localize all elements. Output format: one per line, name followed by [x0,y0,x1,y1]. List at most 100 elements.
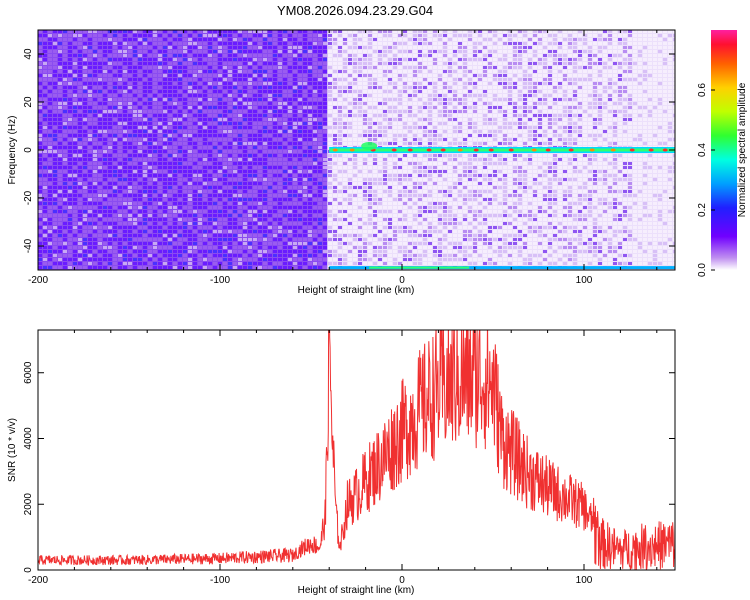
heatmap-cell [418,86,422,89]
heatmap-cell [168,122,172,125]
heatmap-cell [103,114,107,117]
heatmap-cell [283,142,287,145]
heatmap-cell [373,210,377,213]
heatmap-cell [378,102,382,105]
heatmap-cell [373,102,377,105]
heatmap-cell [323,126,327,129]
heatmap-cell [158,186,162,189]
heatmap-cell [388,154,392,157]
heatmap-cell [243,154,247,157]
heatmap-cell [418,78,422,81]
heatmap-cell [208,262,212,265]
heatmap-cell [138,154,142,157]
heatmap-cell [48,210,52,213]
heatmap-cell [428,238,432,241]
heatmap-cell [273,142,277,145]
heatmap-cell [228,154,232,157]
heatmap-cell [303,150,307,153]
heatmap-cell [143,214,147,217]
heatmap-cell [63,150,67,153]
heatmap-cell [328,70,332,73]
heatmap-cell [218,38,222,41]
heatmap-cell [338,170,342,173]
heatmap-cell [88,166,92,169]
heatmap-cell [298,66,302,69]
heatmap-cell [63,210,67,213]
heatmap-cell [53,150,57,153]
heatmap-cell [393,106,397,109]
heatmap-cell [98,74,102,77]
heatmap-cell [208,202,212,205]
heatmap-cell [293,82,297,85]
heatmap-cell [243,70,247,73]
heatmap-cell [73,54,77,57]
heatmap-cell [218,58,222,61]
heatmap-cell [123,198,127,201]
heatmap-cell [233,34,237,37]
heatmap-cell [248,262,252,265]
heatmap-cell [148,114,152,117]
heatmap-cell [373,222,377,225]
heatmap-cell [423,230,427,233]
heatmap-cell [113,158,117,161]
heatmap-cell [283,238,287,241]
heatmap-cell [363,234,367,237]
heatmap-cell [113,138,117,141]
heatmap-cell [318,62,322,65]
heatmap-cell [383,34,387,37]
heatmap-cell [378,50,382,53]
heatmap-cell [333,62,337,65]
heatmap-cell [293,74,297,77]
heatmap-cell [88,210,92,213]
heatmap-cell [203,246,207,249]
heatmap-cell [283,150,287,153]
heatmap-cell [48,202,52,205]
heatmap-cell [208,258,212,261]
heatmap-cell [253,130,257,133]
heatmap-cell [168,254,172,257]
heatmap-cell [353,178,357,181]
heatmap-cell [378,94,382,97]
heatmap-cell [378,210,382,213]
heatmap-cell [193,190,197,193]
heatmap-cell [313,78,317,81]
heatmap-cell [418,42,422,45]
heatmap-cell [258,198,262,201]
heatmap-cell [183,50,187,53]
heatmap-cell [198,58,202,61]
heatmap-cell [178,66,182,69]
heatmap-cell [403,110,407,113]
heatmap-cell [243,62,247,65]
heatmap-cell [418,74,422,77]
heatmap-cell [303,218,307,221]
heatmap-cell [443,138,447,141]
heatmap-cell [163,78,167,81]
heatmap-cell [143,254,147,257]
heatmap-cell [348,226,352,229]
heatmap-cell [318,242,322,245]
heatmap-cell [353,138,357,141]
heatmap-cell [283,126,287,129]
heatmap-cell [253,134,257,137]
heatmap-cell [188,214,192,217]
heatmap-cell [208,178,212,181]
heatmap-cell [303,182,307,185]
heatmap-cell [163,142,167,145]
heatmap-cell [288,82,292,85]
heatmap-cell [58,210,62,213]
heatmap-cell [388,54,392,57]
heatmap-cell [153,42,157,45]
heatmap-cell [53,246,57,249]
heatmap-cell [353,158,357,161]
heatmap-cell [103,258,107,261]
heatmap-cell [118,170,122,173]
heatmap-cell [243,234,247,237]
heatmap-cell [448,54,452,57]
heatmap-cell [103,166,107,169]
heatmap-cell [333,66,337,69]
heatmap-cell [123,130,127,133]
heatmap-cell [368,114,372,117]
heatmap-cell [378,246,382,249]
heatmap-cell [58,258,62,261]
heatmap-cell [38,126,42,129]
